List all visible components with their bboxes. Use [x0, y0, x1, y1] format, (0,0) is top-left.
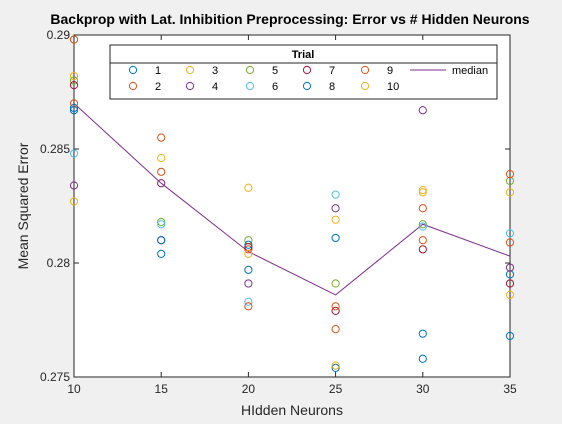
legend-label-trial-5: 5 [272, 65, 278, 77]
median-line [73, 103, 511, 296]
data-point-trial-6 [157, 220, 166, 229]
legend-label-trial-6: 6 [272, 81, 278, 93]
data-point-trial-1 [244, 265, 253, 274]
y-tick-label: 0.275 [40, 370, 70, 384]
data-point-trial-1 [69, 103, 79, 113]
legend-marker-trial-1 [128, 65, 138, 75]
data-point-trial-7 [331, 306, 340, 315]
data-point-trial-4 [157, 179, 166, 188]
data-point-trial-5 [418, 220, 427, 229]
legend: Trial 1 2 3 4 5 6 7 8 9 10 median [109, 44, 498, 100]
data-point-trial-10 [505, 290, 515, 300]
data-point-trial-2 [331, 325, 340, 334]
data-point-trial-1 [418, 354, 427, 363]
legend-marker-trial-3 [185, 65, 195, 75]
data-point-trial-4 [505, 263, 515, 272]
data-point-trial-10 [157, 154, 166, 163]
legend-title: Trial [292, 49, 315, 61]
legend-marker-trial-8 [302, 81, 312, 91]
data-point-trial-8 [331, 233, 340, 243]
legend-marker-trial-9 [360, 65, 370, 75]
data-point-trial-9 [331, 302, 340, 311]
legend-label-trial-3: 3 [212, 65, 218, 77]
chart-title: Backprop with Lat. Inhibition Preprocess… [50, 11, 529, 27]
data-point-trial-2 [505, 238, 515, 247]
data-point-trial-4 [331, 204, 340, 213]
data-point-trial-9 [418, 204, 427, 213]
x-axis: 10 15 20 25 30 35 [67, 35, 517, 396]
data-point-trial-7 [418, 245, 427, 254]
data-point-trial-10 [244, 249, 253, 258]
y-axis-label: Mean Squared Error [15, 142, 31, 269]
legend-label-trial-4: 4 [212, 81, 218, 93]
data-point-trial-2 [418, 236, 427, 245]
data-point-trial-3 [69, 71, 79, 81]
data-point-trial-9 [157, 133, 166, 142]
data-point-trial-8 [244, 240, 253, 249]
x-tick-label: 20 [242, 382, 256, 396]
data-point-trial-1 [157, 249, 166, 258]
legend-label-median: median [452, 65, 488, 77]
data-point-trial-3 [244, 183, 253, 192]
legend-label-trial-1: 1 [155, 65, 161, 77]
data-point-trial-6 [505, 229, 515, 238]
data-point-trial-8 [157, 236, 166, 245]
data-point-trial-4 [69, 181, 79, 190]
legend-label-trial-10: 10 [387, 81, 399, 93]
x-tick-label: 35 [503, 382, 517, 396]
y-tick-label: 0.28 [47, 256, 71, 270]
data-point-trial-9 [244, 302, 253, 311]
data-point-trial-8 [505, 331, 515, 341]
data-point-trial-3 [418, 185, 427, 195]
data-points-layer [69, 35, 515, 372]
data-point-trial-10 [331, 361, 340, 370]
legend-marker-trial-5 [245, 65, 255, 75]
legend-label-trial-8: 8 [329, 81, 335, 93]
data-point-trial-9 [505, 169, 515, 179]
x-tick-label: 30 [416, 382, 430, 396]
data-point-trial-6 [244, 297, 253, 306]
y-axis: 0.275 0.28 0.285 0.29 [40, 28, 510, 384]
data-point-trial-6 [69, 149, 79, 158]
data-point-trial-8 [418, 329, 427, 338]
x-tick-label: 15 [155, 382, 169, 396]
data-point-trial-3 [505, 188, 515, 197]
data-point-trial-5 [69, 76, 79, 85]
data-point-trial-6 [331, 190, 340, 199]
data-point-trial-4 [244, 279, 253, 288]
legend-label-trial-9: 9 [387, 65, 393, 77]
x-tick-label: 25 [329, 382, 343, 396]
x-tick-label: 10 [67, 382, 81, 396]
legend-marker-trial-6 [245, 81, 255, 91]
legend-label-trial-7: 7 [329, 65, 335, 77]
data-point-trial-5 [157, 217, 166, 227]
x-axis-label: HIdden Neurons [241, 402, 343, 418]
legend-items: 1 2 3 4 5 6 7 8 9 10 median [128, 65, 488, 93]
y-tick-label: 0.29 [47, 28, 71, 42]
legend-marker-trial-4 [185, 81, 195, 91]
data-point-trial-7 [69, 81, 79, 90]
data-point-trial-10 [69, 197, 79, 206]
data-point-trial-6 [418, 222, 427, 231]
data-point-trial-2 [244, 245, 253, 254]
data-point-trial-7 [505, 279, 515, 288]
legend-marker-trial-7 [302, 65, 312, 75]
data-point-trial-5 [331, 279, 340, 288]
data-point-trial-9 [69, 35, 79, 44]
data-point-trial-8 [69, 106, 79, 115]
data-point-trial-4 [418, 106, 427, 115]
data-point-trial-3 [331, 215, 340, 224]
legend-marker-trial-2 [128, 81, 138, 91]
data-point-trial-2 [157, 167, 166, 176]
y-tick-label: 0.285 [40, 142, 70, 156]
data-point-trial-10 [418, 188, 427, 197]
legend-marker-trial-10 [360, 81, 370, 91]
legend-label-trial-2: 2 [155, 81, 161, 93]
median-line-layer [73, 103, 511, 296]
data-point-trial-1 [331, 363, 340, 372]
